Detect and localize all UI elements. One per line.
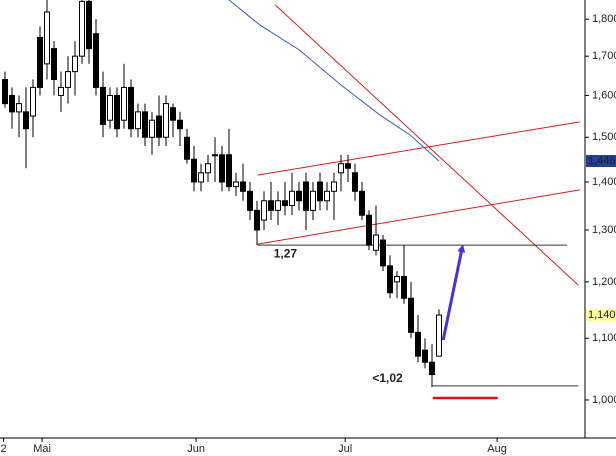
candle-body bbox=[260, 200, 267, 221]
candle-body bbox=[309, 190, 316, 211]
y-tick-label: 1,800 bbox=[592, 13, 616, 25]
candle-body bbox=[344, 163, 351, 169]
candle-body bbox=[337, 163, 344, 174]
x-tick-label: Aug bbox=[487, 443, 507, 455]
candle-body bbox=[141, 111, 148, 138]
candle-body bbox=[288, 190, 295, 207]
candle-body bbox=[429, 361, 436, 376]
y-tick-label: 1,600 bbox=[592, 89, 616, 101]
candle-body bbox=[225, 154, 232, 188]
candle-body bbox=[401, 275, 408, 299]
candle-body bbox=[120, 86, 127, 121]
arrow bbox=[441, 244, 466, 341]
candle-body bbox=[22, 111, 29, 130]
y-tick-label: 1,300 bbox=[592, 224, 616, 236]
trendline bbox=[257, 121, 580, 176]
candle-body bbox=[372, 234, 379, 251]
price-marker-label: 1,140 bbox=[588, 309, 616, 321]
candle-body bbox=[183, 136, 190, 160]
candle-body bbox=[204, 163, 211, 174]
candle-body bbox=[169, 107, 176, 121]
candle-body bbox=[197, 172, 204, 183]
price-marker bbox=[586, 309, 616, 322]
candle-body bbox=[71, 55, 78, 73]
candle-body bbox=[92, 33, 99, 88]
candle-body bbox=[281, 200, 288, 207]
candle-body bbox=[36, 36, 43, 88]
candle-body bbox=[50, 48, 57, 80]
candle-body bbox=[274, 200, 281, 211]
candle-body bbox=[1, 78, 8, 105]
candle-body bbox=[394, 275, 401, 283]
y-tick-label: 1,700 bbox=[592, 50, 616, 62]
candle-body bbox=[162, 103, 169, 138]
candle-body bbox=[29, 86, 36, 117]
moving-average bbox=[228, 0, 440, 162]
candle-body bbox=[106, 94, 113, 121]
candle-body bbox=[365, 214, 372, 246]
candle-body bbox=[155, 115, 162, 138]
candle-body bbox=[57, 86, 64, 96]
candle-body bbox=[330, 181, 337, 192]
candle-body bbox=[176, 119, 183, 130]
candle-body bbox=[415, 331, 422, 357]
candle-body bbox=[436, 314, 443, 357]
candle-body bbox=[148, 119, 155, 138]
candle-body bbox=[295, 190, 302, 202]
candle-body bbox=[15, 103, 22, 113]
candle-body bbox=[267, 200, 274, 211]
trendline bbox=[274, 4, 579, 286]
candle-body bbox=[379, 239, 386, 267]
x-tick-label: Mai bbox=[33, 443, 51, 455]
y-tick-label: 1,100 bbox=[592, 332, 616, 344]
candle-body bbox=[422, 349, 429, 363]
candle-body bbox=[387, 265, 393, 294]
candle-body bbox=[43, 11, 50, 65]
y-tick-label: 1,000 bbox=[592, 394, 616, 406]
candle-body bbox=[232, 181, 239, 188]
candle-body bbox=[316, 181, 323, 202]
candle-body bbox=[211, 154, 218, 157]
y-tick-label: 1,500 bbox=[592, 131, 616, 143]
candle-body bbox=[323, 190, 330, 202]
level-label: <1,02 bbox=[372, 371, 403, 385]
price-marker-label: 1,446 bbox=[588, 155, 616, 167]
candle-body bbox=[351, 172, 358, 192]
x-tick-label: 2 bbox=[1, 443, 7, 455]
candle-body bbox=[85, 0, 92, 50]
candle-body bbox=[8, 94, 15, 113]
candle-body bbox=[190, 158, 197, 183]
candle-body bbox=[64, 71, 71, 88]
x-tick-label: Jul bbox=[338, 443, 352, 455]
candle-body bbox=[408, 297, 415, 333]
candle-body bbox=[253, 209, 260, 231]
candle-body bbox=[127, 86, 134, 130]
x-tick-label: Jun bbox=[187, 443, 205, 455]
trendline bbox=[257, 189, 580, 245]
y-tick-label: 1,200 bbox=[592, 276, 616, 288]
candle-body bbox=[78, 0, 85, 57]
candle-body bbox=[218, 154, 225, 183]
candle-body bbox=[302, 181, 309, 211]
level-label: 1,27 bbox=[274, 246, 298, 260]
candle-body bbox=[239, 181, 246, 192]
candle-body bbox=[113, 94, 120, 130]
candle-body bbox=[246, 190, 253, 211]
candle-body bbox=[134, 111, 141, 130]
price-marker bbox=[586, 155, 616, 168]
candle-body bbox=[358, 190, 365, 216]
y-tick-label: 1,400 bbox=[592, 176, 616, 188]
candle-body bbox=[99, 86, 106, 125]
